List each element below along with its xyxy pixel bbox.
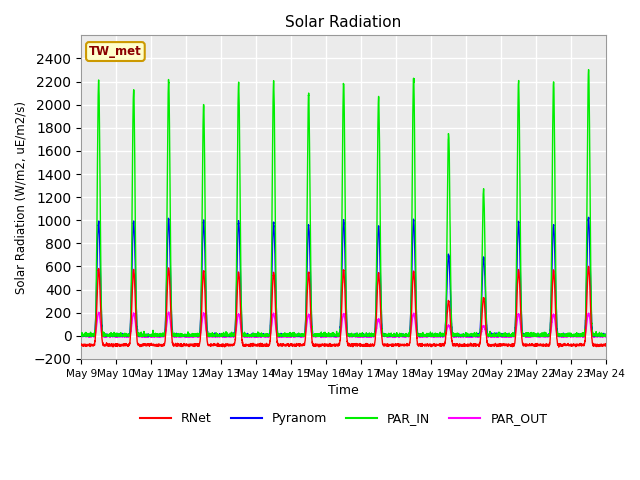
- Y-axis label: Solar Radiation (W/m2, uE/m2/s): Solar Radiation (W/m2, uE/m2/s): [15, 101, 28, 294]
- Text: TW_met: TW_met: [89, 45, 142, 58]
- Title: Solar Radiation: Solar Radiation: [285, 15, 402, 30]
- Legend: RNet, Pyranom, PAR_IN, PAR_OUT: RNet, Pyranom, PAR_IN, PAR_OUT: [135, 407, 552, 430]
- X-axis label: Time: Time: [328, 384, 359, 397]
